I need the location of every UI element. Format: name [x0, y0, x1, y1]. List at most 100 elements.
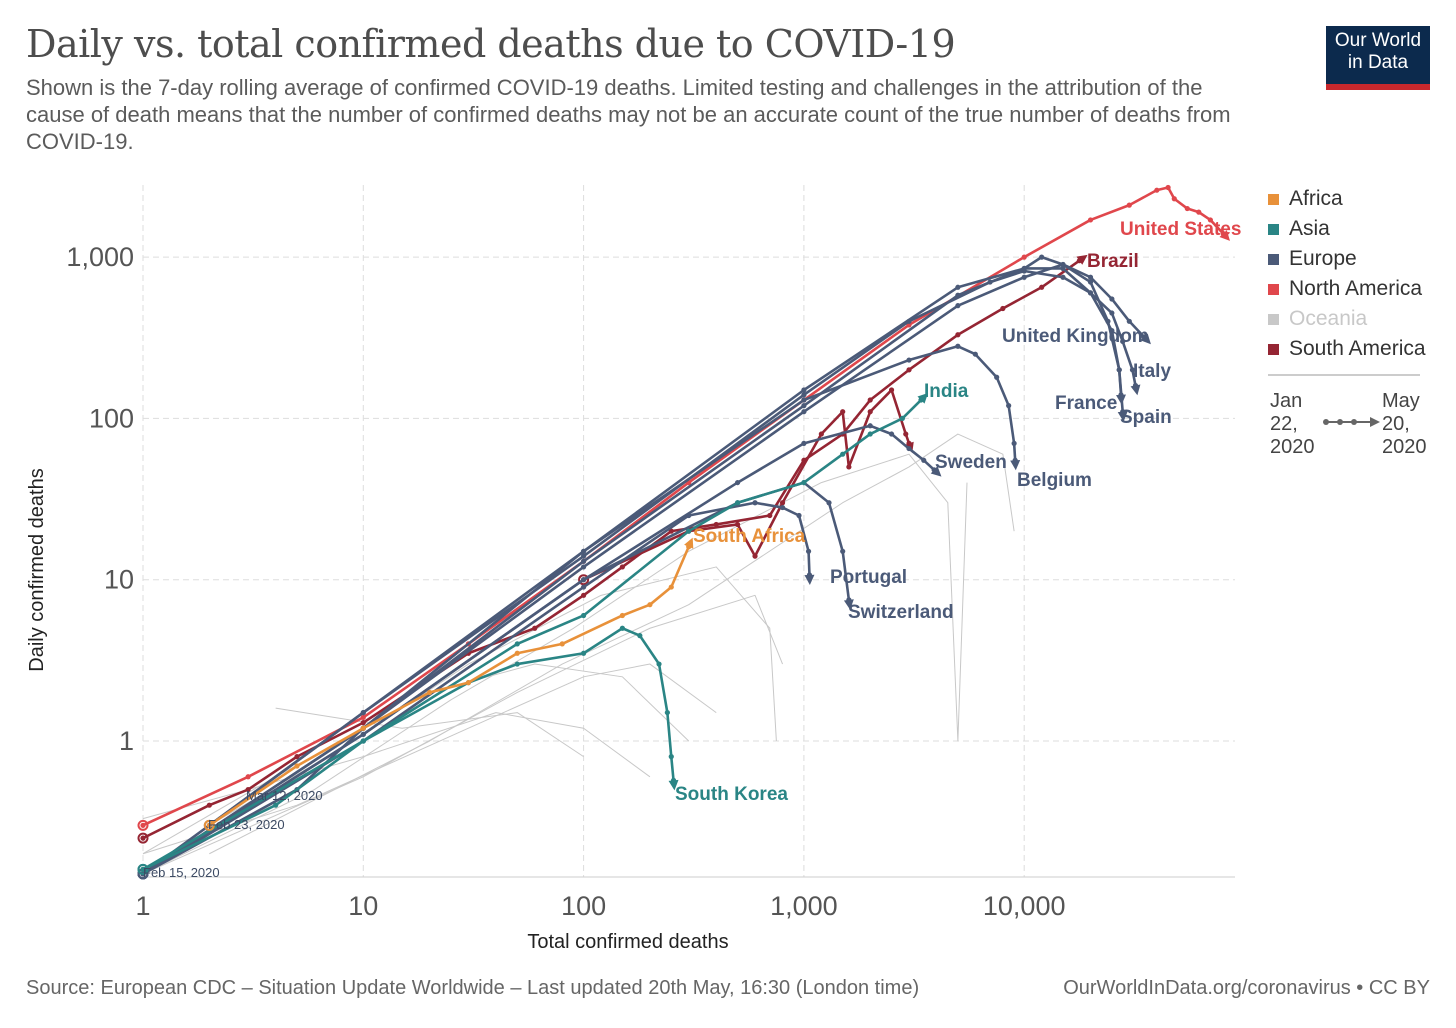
data-point — [805, 548, 812, 554]
data-point — [619, 625, 625, 631]
legend-label: South America — [1289, 337, 1426, 360]
data-point — [1109, 296, 1115, 302]
other-country-line — [142, 712, 651, 820]
series-end-arrow-icon — [804, 574, 815, 585]
chart-subtitle: Shown is the 7-day rolling average of co… — [26, 75, 1231, 154]
data-point — [140, 866, 146, 872]
date-annotation: Feb 15, 2020 — [143, 865, 220, 880]
series-label: Italy — [1133, 361, 1171, 382]
data-point — [360, 738, 366, 744]
data-point — [245, 786, 251, 793]
data-point — [888, 387, 895, 393]
series-label: South Africa — [693, 526, 806, 547]
data-point — [903, 431, 909, 437]
data-point — [245, 774, 251, 780]
data-point — [801, 397, 807, 403]
time-start-label: Jan 22, 2020 — [1270, 390, 1315, 458]
data-point — [1129, 367, 1136, 373]
data-point — [686, 528, 692, 534]
date-annotation: Feb 23, 2020 — [208, 817, 285, 832]
series-end-arrow-icon — [1010, 459, 1021, 471]
data-point — [1120, 338, 1126, 345]
data-point — [801, 409, 807, 415]
y-axis-label: Daily confirmed deaths — [26, 468, 48, 671]
data-point — [867, 431, 873, 437]
data-point — [734, 500, 741, 506]
data-point — [1011, 440, 1017, 446]
data-point — [734, 521, 741, 528]
series-label: Brazil — [1087, 251, 1139, 272]
data-point — [955, 284, 961, 290]
series-label: Portugal — [830, 567, 907, 588]
data-point — [647, 602, 653, 608]
series-label: Sweden — [935, 452, 1007, 473]
data-point — [668, 584, 674, 590]
united-states-line — [142, 186, 1225, 827]
data-point — [801, 387, 807, 393]
series-start-marker — [137, 863, 149, 875]
series-start-marker — [203, 819, 215, 831]
data-point — [140, 822, 146, 828]
timeline-arrow-icon — [1323, 417, 1380, 427]
legend-label: Africa — [1289, 187, 1343, 210]
data-point — [818, 431, 824, 437]
series-label: Switzerland — [848, 602, 954, 623]
data-point — [360, 714, 366, 721]
data-point — [581, 564, 587, 570]
legend-label: Asia — [1289, 217, 1330, 240]
date-annotation: Mar 12, 2020 — [246, 788, 323, 803]
timeline-control[interactable]: Jan 22, 2020 May 20, 2020 — [1268, 390, 1427, 460]
data-point — [840, 548, 846, 554]
data-point — [801, 479, 807, 486]
series-end-arrow-icon — [684, 537, 694, 549]
data-point — [514, 650, 520, 656]
time-end-label: May 20, 2020 — [1382, 390, 1427, 458]
data-point — [637, 633, 643, 639]
series-start-marker — [137, 832, 149, 844]
logo-line-2: in Data — [1347, 52, 1409, 73]
data-point — [867, 423, 873, 429]
data-point — [752, 553, 758, 559]
data-point — [801, 440, 807, 446]
x-tick-label: 10,000 — [983, 891, 1066, 921]
data-point — [206, 802, 212, 808]
data-point — [767, 512, 773, 519]
x-tick-label: 10 — [348, 891, 378, 921]
other-country-line — [583, 388, 911, 581]
license-credit[interactable]: OurWorldInData.org/coronavirus • CC BY — [1063, 977, 1430, 999]
series-end-arrow-icon — [1130, 384, 1141, 396]
other-country-line — [142, 594, 784, 875]
legend-item-africa[interactable]: Africa — [1268, 184, 1426, 214]
series-start-marker — [137, 819, 149, 831]
data-point — [581, 553, 587, 559]
series-end-arrow-icon — [1117, 411, 1128, 422]
south-korea-line — [142, 626, 675, 871]
legend-item-asia[interactable]: Asia — [1268, 214, 1426, 244]
owid-logo[interactable]: Our World in Data — [1326, 26, 1430, 90]
series-end-arrow-icon — [668, 779, 679, 791]
data-point — [796, 512, 802, 519]
series-label: France — [1055, 393, 1117, 414]
x-tick-label: 100 — [561, 891, 606, 921]
other-country-line — [275, 707, 584, 758]
data-point — [1060, 265, 1066, 272]
data-point — [656, 661, 662, 667]
legend-item-south-america[interactable]: South America — [1268, 334, 1426, 364]
legend-item-europe[interactable]: Europe — [1268, 244, 1426, 274]
series-label: Spain — [1120, 407, 1172, 428]
data-point — [826, 500, 832, 506]
data-point — [888, 431, 895, 437]
series-label: South Korea — [675, 784, 788, 805]
data-point — [1060, 274, 1066, 280]
data-point — [514, 661, 520, 667]
data-point — [713, 521, 719, 528]
legend-item-north-america[interactable]: North America — [1268, 274, 1426, 304]
data-point — [840, 409, 846, 415]
data-point — [921, 457, 927, 463]
data-point — [1087, 279, 1094, 285]
logo-line-1: Our World — [1334, 30, 1422, 51]
data-point — [1109, 310, 1115, 316]
legend-item-oceania[interactable]: Oceania — [1268, 304, 1426, 334]
data-point — [360, 709, 366, 716]
data-point — [1000, 305, 1006, 312]
